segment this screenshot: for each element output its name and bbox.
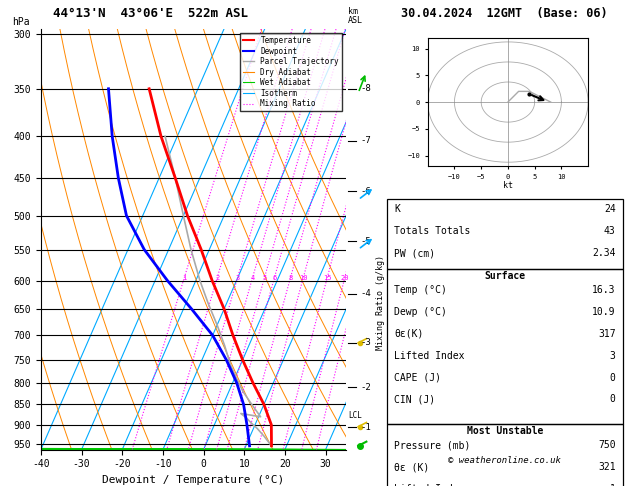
Text: 321: 321 bbox=[598, 462, 616, 472]
Text: -7: -7 bbox=[360, 136, 371, 145]
Text: 0: 0 bbox=[610, 395, 616, 404]
Text: hPa: hPa bbox=[13, 17, 30, 27]
Text: © weatheronline.co.uk: © weatheronline.co.uk bbox=[448, 456, 561, 465]
Text: K: K bbox=[394, 205, 400, 214]
Text: 43: 43 bbox=[604, 226, 616, 236]
Text: Dewp (°C): Dewp (°C) bbox=[394, 307, 447, 317]
Text: Most Unstable: Most Unstable bbox=[467, 426, 543, 436]
Text: 1: 1 bbox=[182, 275, 186, 280]
Text: -8: -8 bbox=[360, 84, 371, 93]
Text: CAPE (J): CAPE (J) bbox=[394, 373, 441, 382]
Text: 10.9: 10.9 bbox=[592, 307, 616, 317]
Text: 6: 6 bbox=[272, 275, 277, 280]
Text: 4: 4 bbox=[250, 275, 255, 280]
Text: Lifted Index: Lifted Index bbox=[394, 484, 464, 486]
Text: 16.3: 16.3 bbox=[592, 285, 616, 295]
Text: -1: -1 bbox=[360, 423, 371, 432]
X-axis label: kt: kt bbox=[503, 181, 513, 190]
Text: CIN (J): CIN (J) bbox=[394, 395, 435, 404]
Text: 3: 3 bbox=[610, 351, 616, 361]
Text: 24: 24 bbox=[604, 205, 616, 214]
Text: 5: 5 bbox=[262, 275, 267, 280]
Text: Temp (°C): Temp (°C) bbox=[394, 285, 447, 295]
Text: -5: -5 bbox=[360, 237, 371, 245]
Text: km
ASL: km ASL bbox=[348, 7, 363, 25]
Bar bbox=[387, 199, 623, 269]
Text: -4: -4 bbox=[360, 289, 371, 298]
Text: Lifted Index: Lifted Index bbox=[394, 351, 464, 361]
Text: 2.34: 2.34 bbox=[592, 248, 616, 258]
Legend: Temperature, Dewpoint, Parcel Trajectory, Dry Adiabat, Wet Adiabat, Isotherm, Mi: Temperature, Dewpoint, Parcel Trajectory… bbox=[240, 33, 342, 111]
Text: 0: 0 bbox=[610, 373, 616, 382]
Text: -3: -3 bbox=[360, 338, 371, 347]
Text: 750: 750 bbox=[598, 440, 616, 451]
Text: Pressure (mb): Pressure (mb) bbox=[394, 440, 470, 451]
Text: PW (cm): PW (cm) bbox=[394, 248, 435, 258]
Text: 10: 10 bbox=[299, 275, 308, 280]
Text: 2: 2 bbox=[215, 275, 220, 280]
Text: Totals Totals: Totals Totals bbox=[394, 226, 470, 236]
Text: 1: 1 bbox=[610, 484, 616, 486]
Text: LCL: LCL bbox=[348, 411, 362, 420]
Text: 15: 15 bbox=[323, 275, 331, 280]
Text: 3: 3 bbox=[235, 275, 240, 280]
Text: 44°13'N  43°06'E  522m ASL: 44°13'N 43°06'E 522m ASL bbox=[53, 7, 248, 20]
Text: θε (K): θε (K) bbox=[394, 462, 429, 472]
Text: 317: 317 bbox=[598, 329, 616, 339]
Text: Mixing Ratio (g/kg): Mixing Ratio (g/kg) bbox=[376, 255, 385, 350]
Text: Surface: Surface bbox=[484, 271, 525, 281]
Text: 20: 20 bbox=[340, 275, 349, 280]
X-axis label: Dewpoint / Temperature (°C): Dewpoint / Temperature (°C) bbox=[103, 475, 284, 485]
Text: 30.04.2024  12GMT  (Base: 06): 30.04.2024 12GMT (Base: 06) bbox=[401, 7, 608, 20]
Text: θε(K): θε(K) bbox=[394, 329, 423, 339]
Text: 8: 8 bbox=[288, 275, 292, 280]
Text: -6: -6 bbox=[360, 187, 371, 196]
Bar bbox=[387, 424, 623, 486]
Text: -2: -2 bbox=[360, 383, 371, 392]
Bar bbox=[387, 269, 623, 424]
